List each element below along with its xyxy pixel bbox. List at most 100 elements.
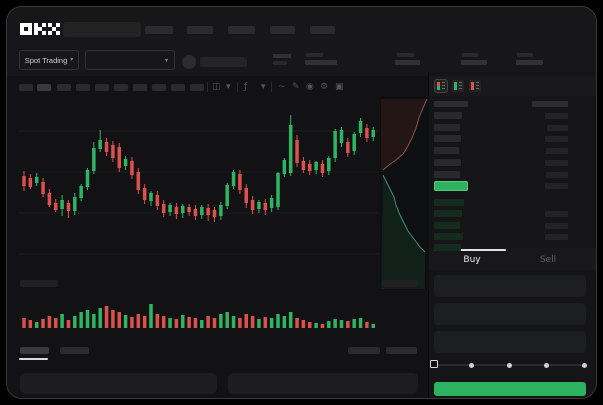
buy-submit-button[interactable] [434,382,586,396]
ask-price-placeholder[interactable] [434,147,459,154]
book-icon-line [442,88,445,89]
orders-filter-placeholder[interactable] [348,347,380,354]
stat-value-placeholder [305,60,337,65]
chart-panel-background [7,76,429,398]
depth-chart-background [380,96,429,290]
slider-stop-dot[interactable] [544,362,549,368]
bid-price-placeholder[interactable] [434,244,461,251]
price-change-placeholder [273,61,287,65]
stat-label-placeholder [306,53,323,57]
toolbar-divider [207,82,208,92]
book-icon-color-top [437,82,440,86]
ask-price-placeholder[interactable] [434,159,461,166]
book-view-combined-icon[interactable] [435,80,447,92]
slider-stop-dot[interactable] [469,362,474,368]
nav-item[interactable] [187,26,213,34]
book-view-bids-icon[interactable] [452,80,464,92]
indicators-icon[interactable]: ƒ [244,82,248,92]
draw-tool-icon[interactable]: ✎ [292,82,300,92]
toolbar-divider [271,82,272,92]
book-view-asks-icon[interactable] [469,80,481,92]
depth-footer-chip[interactable] [382,280,418,287]
toolbar-interval-button[interactable] [37,84,51,91]
book-icon-color-top [471,82,474,86]
toolbar-interval-button[interactable] [76,84,90,91]
active-tab-indicator [434,249,506,251]
toolbar-interval-button[interactable] [19,84,33,91]
book-icon-color-bottom [454,86,457,90]
candlestick-chart[interactable] [18,98,378,338]
last-price-badge[interactable] [434,181,468,191]
nav-item[interactable] [145,26,173,34]
line-style-icon[interactable]: ~ [278,82,286,92]
nav-item[interactable] [310,26,335,34]
nav-item[interactable] [270,26,295,34]
book-icon-line [459,88,462,89]
order-total-field[interactable] [434,331,586,353]
ask-amount-placeholder[interactable] [545,113,568,119]
orders-tab[interactable] [60,347,89,354]
chart-nav-chip[interactable] [20,280,58,287]
book-icon-color-top [454,82,457,86]
ask-price-placeholder[interactable] [434,135,461,142]
chevron-down-icon[interactable]: ▾ [261,82,266,92]
bid-amount-placeholder[interactable] [545,223,568,229]
toolbar-interval-button[interactable] [95,84,109,91]
pair-name-placeholder [200,57,247,67]
ask-price-placeholder[interactable] [434,112,462,119]
search-input[interactable] [63,22,141,37]
ask-amount-placeholder[interactable] [545,160,568,166]
bid-amount-placeholder[interactable] [545,234,568,240]
chart-type-icon[interactable]: ◫ [212,82,221,92]
nav-item[interactable] [228,26,255,34]
book-icon-line [442,85,445,86]
orders-filter-placeholder[interactable] [386,347,417,354]
market-type-dropdown[interactable]: Spot Trading ▾ [19,50,79,70]
orders-tab-active[interactable] [20,347,49,354]
stat-value-placeholder [395,60,420,65]
token-avatar [182,55,196,69]
stat-value-placeholder [461,60,487,65]
bid-price-placeholder[interactable] [434,233,463,240]
order-amount-field[interactable] [434,303,586,325]
chart-settings-icon[interactable]: ⚙ [320,82,329,92]
depth-chart [381,98,428,289]
toolbar-interval-button[interactable] [114,84,128,91]
toolbar-interval-button[interactable] [57,84,71,91]
pair-selector-dropdown[interactable]: ▾ [85,50,175,70]
orders-panel-box [20,373,217,394]
fullscreen-icon[interactable]: ▣ [335,82,344,92]
app-window: Spot Trading ▾ ▾ Buy Sell ◫ ▾ ƒ ▾ ~ ✎ ◉ ⚙ ▣ [6,6,597,399]
tab-buy[interactable]: Buy [434,251,510,269]
slider-stop-dot[interactable] [506,362,512,368]
ask-amount-placeholder[interactable] [547,125,568,131]
bid-amount-placeholder[interactable] [545,211,568,217]
toolbar-interval-button[interactable] [190,84,204,91]
stat-label-placeholder [462,53,478,57]
last-price-placeholder [273,54,291,58]
market-type-label: Spot Trading [24,55,68,65]
book-icon-line [442,82,445,83]
snapshot-icon[interactable]: ◉ [306,82,314,92]
ask-amount-placeholder[interactable] [545,136,568,142]
ask-amount-placeholder[interactable] [546,148,568,154]
ask-amount-placeholder[interactable] [546,172,568,178]
order-price-field[interactable] [434,275,586,297]
okx-logo [20,23,60,35]
tab-sell[interactable]: Sell [510,251,586,269]
bid-price-placeholder[interactable] [434,210,462,217]
ask-price-placeholder[interactable] [434,124,460,131]
app-canvas: Spot Trading ▾ ▾ Buy Sell ◫ ▾ ƒ ▾ ~ ✎ ◉ ⚙ ▣ [7,7,596,398]
toolbar-interval-button[interactable] [171,84,185,91]
ask-price-placeholder[interactable] [434,171,460,178]
toolbar-interval-button[interactable] [152,84,166,91]
slider-stop-dot[interactable] [581,362,587,368]
book-icon-line [459,85,462,86]
slider-handle[interactable] [430,360,438,368]
book-icon-line [476,85,479,86]
chevron-down-icon[interactable]: ▾ [226,82,231,92]
book-icon-color-bottom [437,86,440,90]
bid-price-placeholder[interactable] [434,222,460,229]
bid-price-placeholder[interactable] [434,199,464,206]
toolbar-interval-button[interactable] [133,84,147,91]
